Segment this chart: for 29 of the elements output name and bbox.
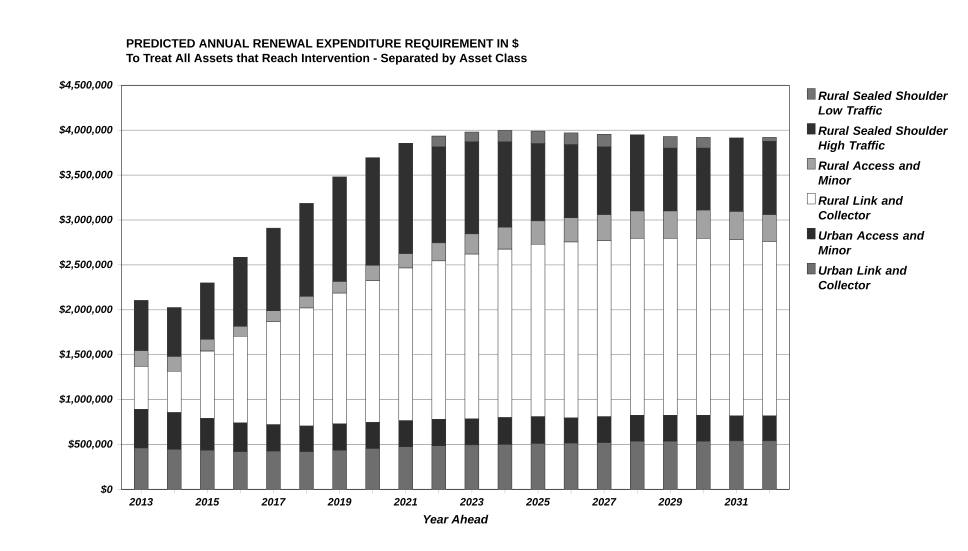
x-tick-label: 2025 [526, 498, 550, 506]
x-axis-title: Year Ahead [424, 514, 488, 524]
y-tick-label: $1,000,000 [59, 394, 113, 405]
y-tick-label: $2,000,000 [59, 305, 113, 315]
x-tick-label: 2021 [394, 498, 418, 506]
x-tick-label: 2027 [592, 498, 616, 506]
x-tick-label: 2019 [328, 498, 352, 506]
x-tick-label: 2023 [460, 498, 484, 506]
x-tick-label: 2013 [129, 498, 153, 506]
x-tick-label: 2029 [658, 498, 682, 506]
legend-label: Urban Link and Collector [818, 266, 908, 290]
y-tick-label: $3,500,000 [59, 170, 113, 180]
y-tick-label: $3,000,000 [59, 215, 113, 225]
y-tick-label: $1,500,000 [59, 350, 113, 360]
y-tick-label: $4,000,000 [59, 126, 113, 136]
x-tick-label: 2031 [724, 498, 748, 506]
y-tick-label: $2,500,000 [59, 260, 113, 270]
legend-label: Rural Link and Collector [818, 196, 904, 220]
chart-subtitle: To Treat All Assets that Reach Intervention - Separated by Asset Class [126, 54, 527, 65]
legend-label: Rural Sealed Shoulder High Traffic [818, 126, 948, 152]
legend-label: Rural Access and Minor [818, 161, 920, 185]
y-tick-label: $4,500,000 [59, 80, 113, 90]
y-tick-label: $0 [100, 485, 113, 494]
x-tick-label: 2015 [195, 498, 220, 506]
y-tick-label: $500,000 [68, 440, 113, 450]
chart-title: PREDICTED ANNUAL RENEWAL EXPENDITURE REQUIREMENT IN $ [126, 38, 519, 50]
legend-label: Rural Sealed Shoulder Low Traffic [818, 91, 948, 115]
x-tick-label: 2017 [261, 498, 286, 506]
legend-label: Urban Access and Minor [818, 231, 924, 255]
